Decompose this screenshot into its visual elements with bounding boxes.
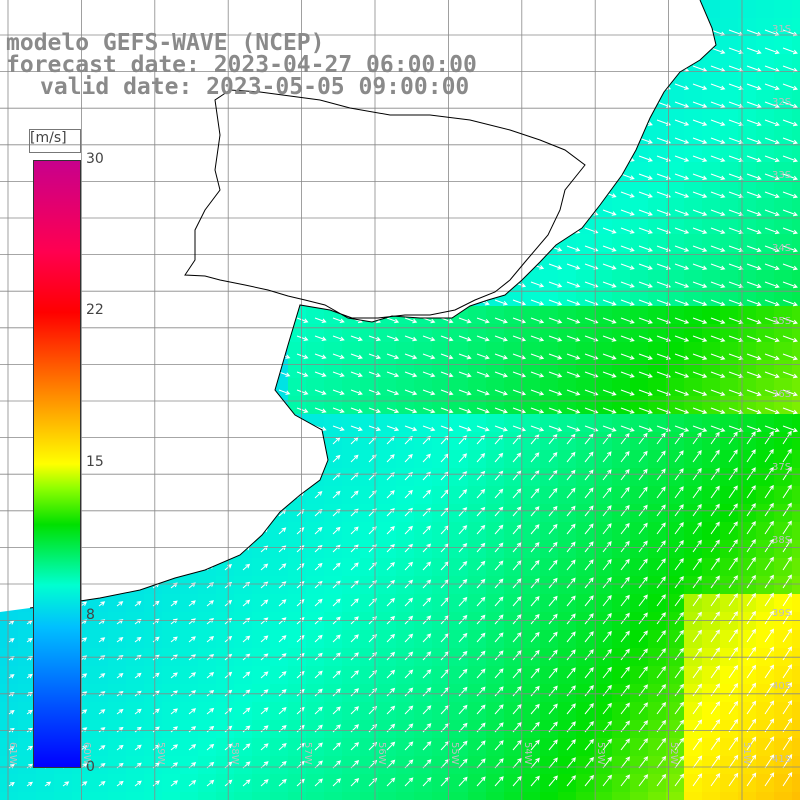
valid-date: valid date: 2023-05-05 09:00:00 (40, 74, 470, 100)
colorbar-tick-22: 22 (86, 302, 104, 318)
lat-label-41s: 41S (772, 754, 792, 765)
lat-label-35s: 35S (772, 316, 792, 327)
lat-label-39s: 39S (772, 608, 792, 619)
lon-label-55w: 55W (449, 742, 460, 765)
colorbar-unit-frame (29, 129, 81, 153)
land-mask (0, 0, 716, 612)
colorbar (33, 160, 81, 768)
coastline (29, 0, 717, 609)
colorbar-tick-15: 15 (86, 454, 104, 470)
forecast-date: forecast date: 2023-04-27 06:00:00 (6, 52, 477, 78)
lat-label-34s: 34S (772, 243, 792, 254)
lat-label-33s: 33S (772, 170, 792, 181)
colorbar-tick-30: 30 (86, 151, 104, 167)
colorbar-tick-8: 8 (86, 607, 95, 623)
lon-label-60w: 60W (81, 742, 92, 765)
lon-label-51w: 51W (741, 742, 752, 765)
lon-label-52w: 52W (668, 742, 679, 765)
lat-label-36s: 36S (772, 389, 792, 400)
colorbar-tick-0: 0 (86, 759, 95, 775)
lat-label-31s: 31S (772, 24, 792, 35)
lat-label-37s: 37S (772, 462, 792, 473)
colorbar-unit: [m/s] (30, 130, 67, 146)
lon-label-58w: 58W (229, 742, 240, 765)
model-title: modelo GEFS-WAVE (NCEP) (6, 30, 325, 56)
lat-label-38s: 38S (772, 535, 792, 546)
lat-label-32s: 32S (772, 97, 792, 108)
lon-label-57w: 57W (302, 742, 313, 765)
lon-label-53w: 53W (595, 742, 606, 765)
lon-label-56w: 56W (376, 742, 387, 765)
lon-label-54w: 54W (522, 742, 533, 765)
lon-label-61w: 61W (7, 742, 18, 765)
lon-label-59w: 59W (155, 742, 166, 765)
lat-label-40s: 40S (772, 681, 792, 692)
